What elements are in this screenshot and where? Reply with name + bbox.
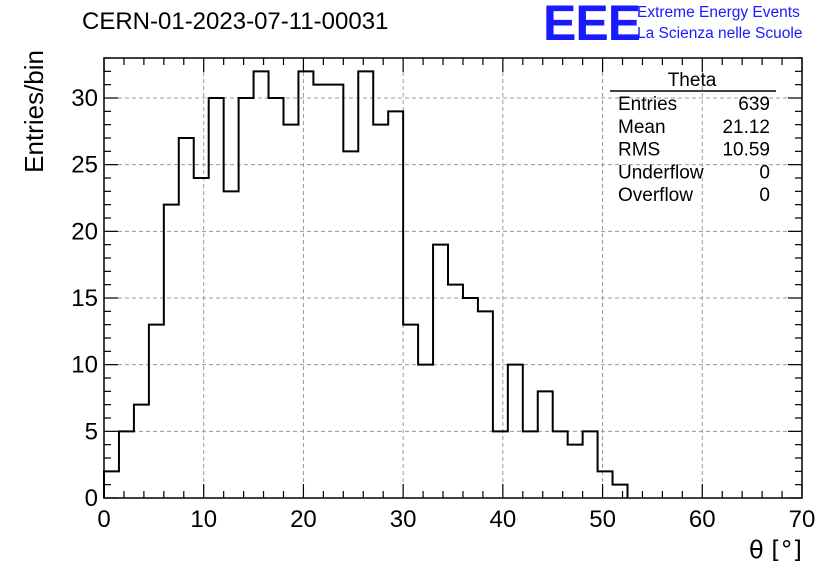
stats-rows: Entries 639 Mean 21.12 RMS 10.59 Underflow 0 Ove… (618, 94, 770, 206)
eee-logo: EEE (543, 0, 641, 51)
histogram-outline (103, 70, 629, 498)
y-tick-label: 15 (71, 285, 98, 312)
x-tick-label: 0 (97, 506, 110, 533)
y-tick-label: 10 (71, 352, 98, 379)
x-tick-label: 70 (789, 506, 816, 533)
x-tick-label: 30 (390, 506, 417, 533)
plot-frame (103, 57, 803, 499)
tick-label-layer: 0 10 20 30 40 50 60 70 0 5 10 15 20 25 30 (71, 85, 815, 533)
tick-layer (103, 57, 803, 499)
y-axis-label: Entries/bin (19, 50, 49, 173)
run-title: CERN-01-2023-07-11-00031 (82, 8, 389, 35)
x-axis-label: θ [°] (749, 536, 802, 564)
y-tick-label: 5 (85, 418, 98, 445)
x-tick-label: 40 (490, 506, 517, 533)
grid-layer (104, 58, 802, 498)
logo-line-1: Extreme Energy Events (637, 4, 800, 21)
y-tick-label: 0 (85, 485, 98, 512)
x-tick-label: 20 (290, 506, 317, 533)
x-tick-label: 50 (589, 506, 616, 533)
stats-box: Theta Entries 639 Mean 21.12 RMS 10.59 Underfl… (610, 70, 776, 206)
stats-value: 0 (759, 185, 770, 206)
stats-value: 0 (759, 162, 770, 183)
x-tick-label: 10 (190, 506, 217, 533)
stats-label: Entries (618, 94, 677, 115)
stats-value: 10.59 (722, 140, 770, 161)
stats-value: 21.12 (722, 117, 770, 138)
y-tick-label: 25 (71, 152, 98, 179)
logo-line-2: La Scienza nelle Scuole (637, 25, 803, 42)
stats-label: RMS (618, 140, 660, 161)
stats-value: 639 (738, 94, 770, 115)
stats-label: Overflow (618, 185, 693, 206)
y-tick-label: 20 (71, 218, 98, 245)
stats-label: Underflow (618, 162, 704, 183)
y-tick-label: 30 (71, 85, 98, 112)
x-tick-label: 60 (689, 506, 716, 533)
stats-title: Theta (668, 70, 717, 91)
stats-label: Mean (618, 117, 666, 138)
